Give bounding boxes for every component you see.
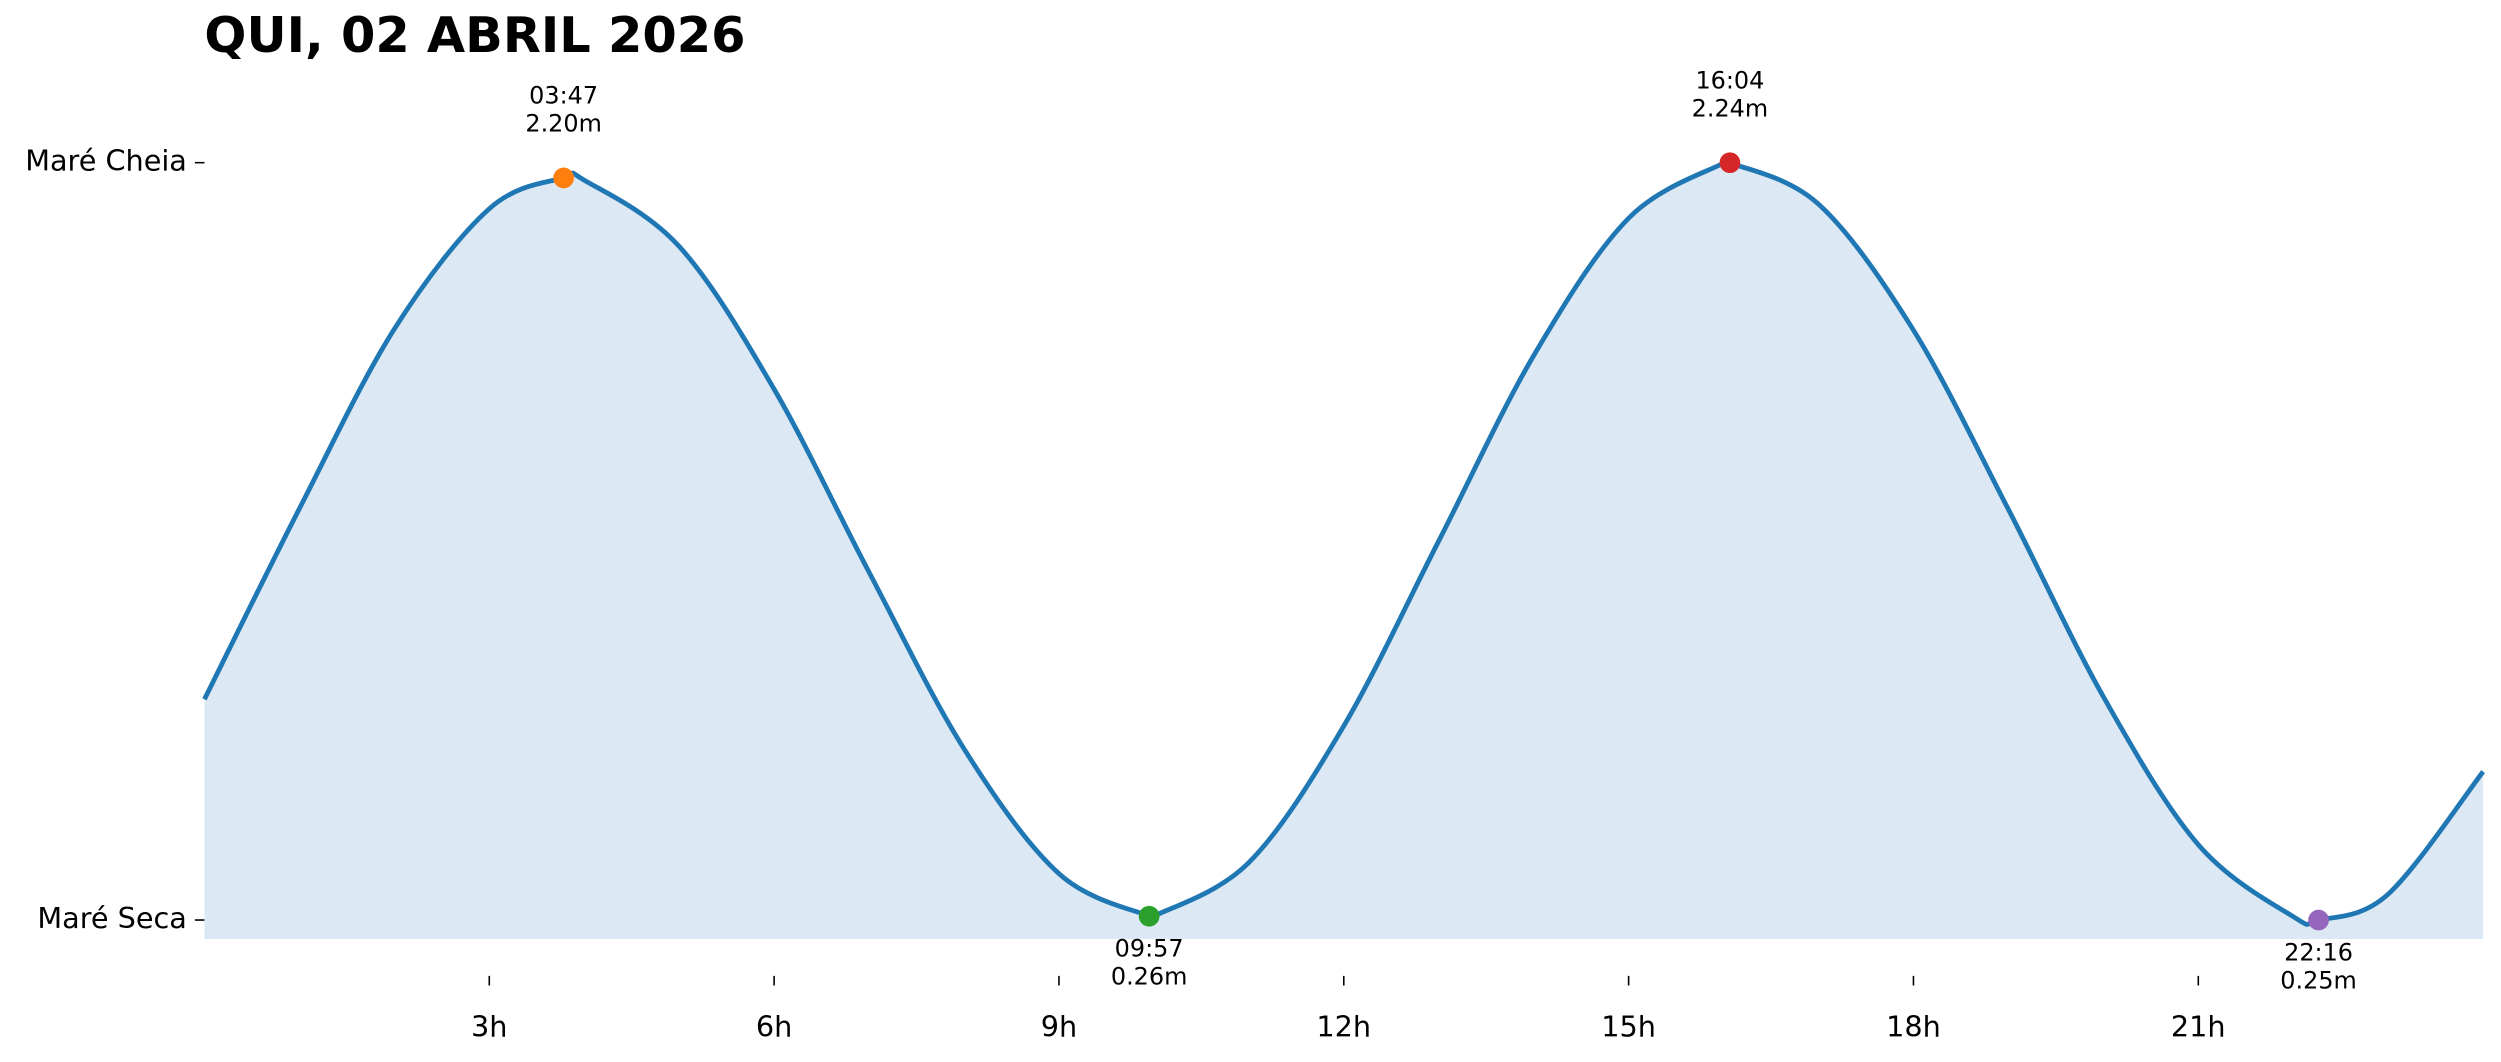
chart-title: QUI, 02 ABRIL 2026 bbox=[204, 6, 745, 64]
extreme-point bbox=[1138, 905, 1160, 927]
x-tick-label: 6h bbox=[756, 1010, 792, 1044]
extreme-time: 22:16 bbox=[2284, 939, 2353, 967]
extreme-height: 2.20m bbox=[525, 109, 602, 137]
extreme-time: 09:57 bbox=[1115, 935, 1184, 963]
tide-area bbox=[204, 156, 2484, 940]
extreme-height: 0.25m bbox=[2280, 966, 2357, 994]
extreme-height: 0.26m bbox=[1111, 963, 1188, 991]
extreme-height: 2.24m bbox=[1692, 94, 1769, 122]
x-tick-label: 18h bbox=[1886, 1010, 1941, 1044]
tide-line bbox=[202, 154, 2486, 927]
x-tick-label: 3h bbox=[471, 1010, 507, 1044]
extreme-time: 16:04 bbox=[1695, 66, 1764, 94]
x-tick-label: 12h bbox=[1316, 1010, 1371, 1044]
extreme-time: 03:47 bbox=[529, 82, 598, 110]
x-tick-label: 15h bbox=[1601, 1010, 1656, 1044]
x-tick-label: 21h bbox=[2171, 1010, 2226, 1044]
extreme-point bbox=[553, 167, 574, 189]
y-tick-label: Maré Seca bbox=[37, 901, 186, 935]
y-tick-label: Maré Cheia bbox=[25, 144, 187, 178]
x-tick-label: 9h bbox=[1041, 1010, 1077, 1044]
extreme-point bbox=[2308, 909, 2329, 931]
extreme-point bbox=[1719, 152, 1741, 174]
